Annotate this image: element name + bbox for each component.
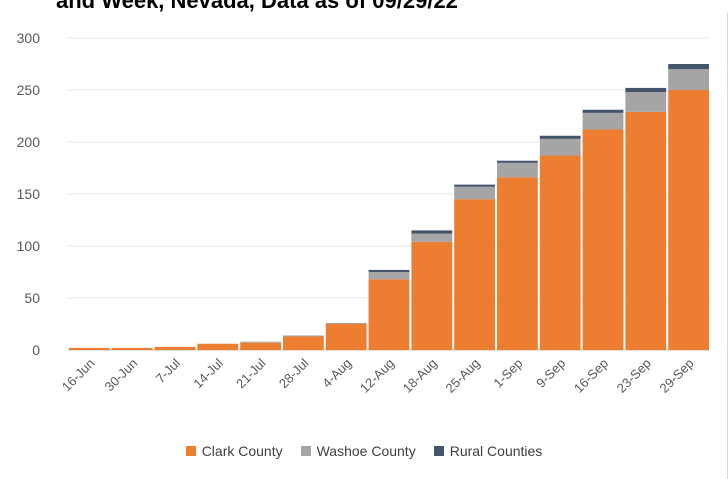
bar-segment — [411, 241, 453, 350]
chart-legend: Clark County Washoe County Rural Countie… — [0, 443, 728, 459]
bar-segment — [497, 160, 538, 163]
bar-segment — [582, 109, 624, 113]
bar-segment — [668, 69, 709, 90]
x-tick-label: 14-Jul — [190, 355, 226, 391]
bar-segment — [368, 272, 410, 280]
x-tick-label: 29-Sep — [656, 356, 696, 396]
y-tick-label: 300 — [17, 30, 41, 46]
legend-label-clark: Clark County — [201, 443, 283, 459]
bar-segment — [411, 230, 453, 234]
legend-swatch-clark — [185, 446, 196, 456]
bar-segment — [668, 64, 709, 70]
x-tick-label: 23-Sep — [614, 356, 654, 396]
bar-segment — [625, 92, 667, 112]
bar-segment — [111, 347, 153, 350]
bar-segment — [497, 162, 538, 178]
bar-segment — [325, 324, 367, 350]
bar-segment — [283, 335, 324, 337]
bar-segment — [625, 111, 667, 350]
y-tick-label: 100 — [17, 238, 41, 254]
legend-item-clark: Clark County — [185, 443, 283, 459]
bar-segment — [368, 279, 410, 350]
x-tick-label: 7-Jul — [153, 355, 184, 386]
legend-item-washoe: Washoe County — [300, 443, 416, 459]
chart-frame: 0 50 100 150 200 250 300 16-Jun 30-Jun 7-Jul 14-Ju… — [0, 12, 728, 479]
x-tick-label: 25-Aug — [442, 356, 482, 396]
x-tick-label: 1-Sep — [490, 356, 525, 391]
x-tick-label: 16-Jun — [59, 356, 98, 395]
legend-swatch-washoe — [300, 446, 311, 456]
y-tick-label: 50 — [24, 290, 40, 306]
bar-segment — [325, 322, 367, 324]
x-tick-label: 21-Jul — [233, 355, 269, 391]
bar-segment — [454, 199, 495, 350]
bar-segment — [668, 90, 709, 350]
bar-segment — [154, 346, 196, 350]
legend-label-washoe: Washoe County — [316, 443, 416, 459]
bar-segment — [240, 341, 281, 343]
y-tick-label: 150 — [17, 186, 41, 202]
x-tick-label: 18-Aug — [400, 356, 440, 396]
legend-label-rural: Rural Counties — [449, 443, 543, 459]
bar-segment — [539, 138, 581, 156]
x-tick-label: 12-Aug — [357, 356, 397, 396]
bar-segment — [197, 343, 239, 350]
y-tick-label: 0 — [32, 342, 40, 358]
stacked-bar-chart: 0 50 100 150 200 250 300 16-Jun 30-Jun 7-Jul 14-Ju… — [17, 30, 710, 396]
bar-segment — [582, 112, 624, 130]
bar-segment — [625, 87, 667, 93]
bar-segment — [454, 184, 495, 187]
bar-segment — [411, 233, 453, 242]
bar-segment — [539, 135, 581, 139]
bar-segment — [283, 336, 324, 350]
bar-segment — [454, 186, 495, 200]
x-tick-label: 28-Jul — [276, 355, 312, 391]
legend-swatch-rural — [433, 446, 444, 456]
legend-item-rural: Rural Counties — [433, 443, 543, 459]
bar-segment — [69, 347, 110, 350]
x-tick-label: 9-Sep — [533, 356, 568, 391]
bar-segment — [240, 342, 281, 350]
bar-segment — [497, 177, 538, 350]
x-tick-label: 4-Aug — [319, 356, 354, 391]
y-tick-label: 250 — [17, 82, 41, 98]
x-tick-label: 16-Sep — [571, 356, 611, 396]
y-tick-label: 200 — [17, 134, 41, 150]
x-tick-label: 30-Jun — [102, 356, 141, 395]
bar-segment — [582, 129, 624, 350]
bar-segment — [539, 155, 581, 350]
bar-segment — [368, 269, 410, 272]
chart-title: and Week, Nevada, Data as of 09/29/22 — [56, 0, 458, 13]
